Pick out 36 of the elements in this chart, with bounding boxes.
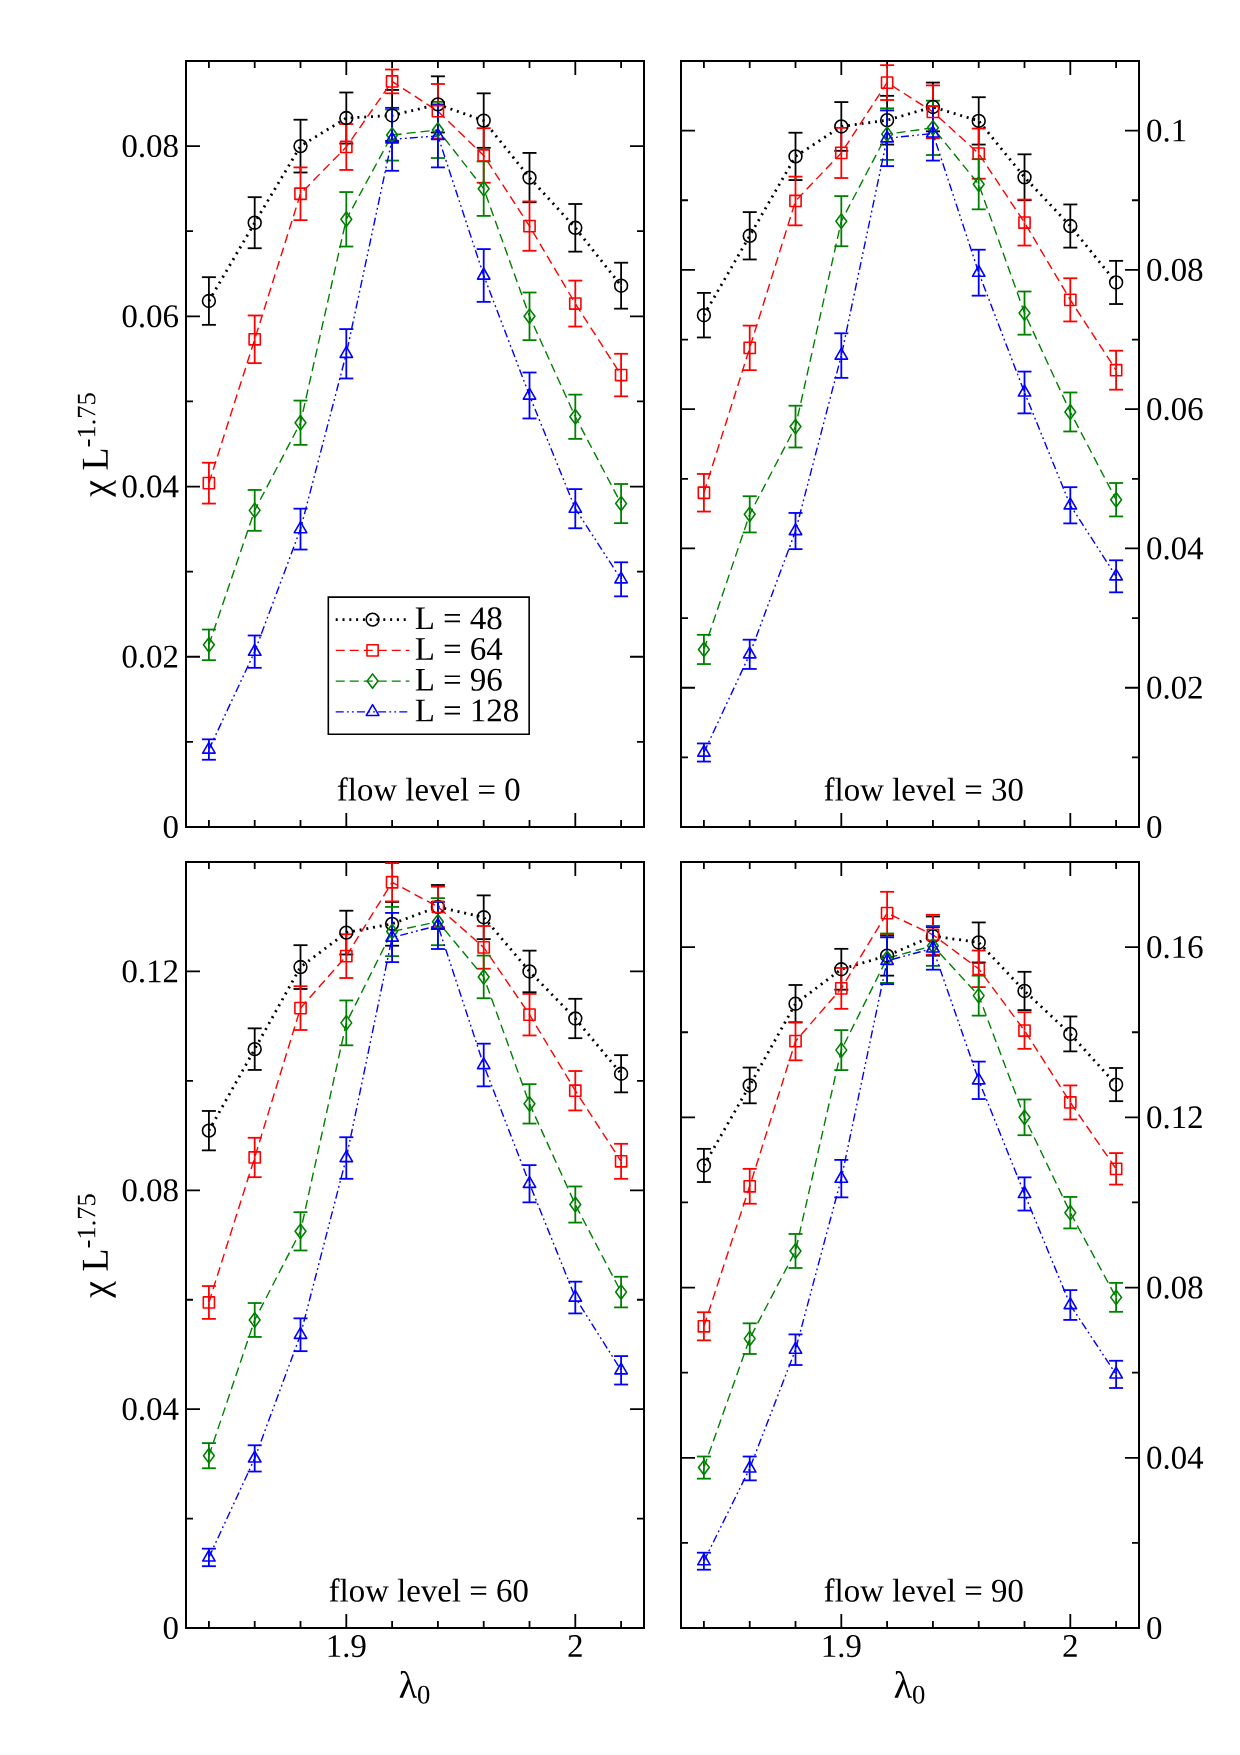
y-tick-label: 0 xyxy=(163,1616,178,1640)
y2-tick-label: 0.1 xyxy=(1147,119,1186,142)
y-tick-label: 0 xyxy=(163,815,178,839)
y-tick-label: 0.04 xyxy=(122,1397,179,1421)
x-tick-label: 1.9 xyxy=(328,1635,366,1658)
y-tick-label: 0.04 xyxy=(122,475,179,498)
y2-tick-label: 0.08 xyxy=(1147,1276,1203,1299)
annotation: flow level = 90 xyxy=(824,1578,1023,1602)
x-tick-label: 1.9 xyxy=(823,1635,861,1658)
x-tick-label: 2 xyxy=(568,1635,582,1657)
y-tick-label: 0.08 xyxy=(122,134,178,158)
legend-label: L = 64 xyxy=(415,637,503,661)
x-tick-label: 2 xyxy=(1063,1635,1077,1657)
y-tick-label: 0.02 xyxy=(122,645,178,668)
y2-tick-label: 0.02 xyxy=(1147,676,1202,699)
y2-tick-label: 0.04 xyxy=(1147,537,1204,560)
legend-label: L = 96 xyxy=(415,668,502,691)
annotation: flow level = 60 xyxy=(329,1578,528,1602)
legend-label: L = 128 xyxy=(415,699,518,722)
y2-tick-label: 0.04 xyxy=(1147,1446,1204,1469)
y-tick-label: 0.12 xyxy=(122,960,178,983)
y-tick-label: 0.08 xyxy=(122,1179,178,1202)
y-tick-label: 0.06 xyxy=(122,305,178,328)
y-axis-title: χ L$^{-1.75}$ xyxy=(77,1194,116,1298)
y-axis-title: χ L$^{-1.75}$ xyxy=(77,393,116,497)
annotation: flow level = 30 xyxy=(824,777,1023,801)
y2-tick-label: 0.08 xyxy=(1147,258,1203,282)
y2-tick-label: 0.16 xyxy=(1147,935,1203,959)
annotation: flow level = 0 xyxy=(337,777,520,801)
x-axis-title: λ$_{0}$ xyxy=(399,1670,430,1704)
y2-tick-label: 0.12 xyxy=(1147,1106,1202,1129)
y2-tick-label: 0.06 xyxy=(1147,398,1203,421)
legend-label: L = 48 xyxy=(415,607,502,630)
y2-tick-label: 0 xyxy=(1147,815,1162,839)
y2-tick-label: 0 xyxy=(1147,1616,1162,1640)
x-axis-title: λ$_{0}$ xyxy=(894,1670,925,1704)
